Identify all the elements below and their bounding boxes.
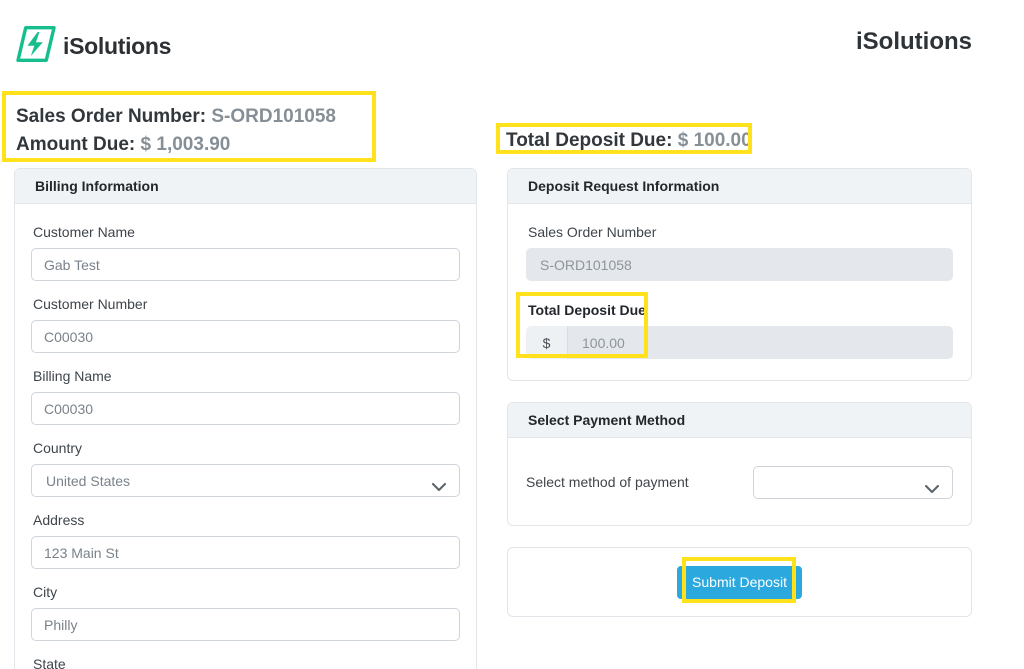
billing-name-label: Billing Name	[33, 368, 112, 384]
payment-method-select[interactable]	[753, 465, 953, 499]
total-deposit-value: $ 100.00	[677, 130, 752, 151]
submit-deposit-button[interactable]: Submit Deposit	[677, 565, 802, 599]
state-label: State	[33, 656, 66, 669]
billing-name-input[interactable]	[31, 392, 460, 425]
billing-card-body: Customer Name Customer Number Billing Na…	[15, 204, 476, 669]
deposit-sales-order-input: S-ORD101058	[526, 248, 953, 281]
customer-name-input[interactable]	[31, 248, 460, 281]
amount-due-label: Amount Due:	[16, 134, 136, 155]
brand-logo: iSolutions	[16, 26, 171, 67]
page-title: iSolutions	[856, 28, 972, 55]
lightning-bolt-icon	[16, 26, 56, 67]
sales-order-label: Sales Order Number:	[16, 106, 207, 127]
deposit-card-header: Deposit Request Information	[508, 169, 971, 204]
amount-due-value: $ 1,003.90	[140, 134, 231, 155]
billing-name-field: Billing Name	[31, 368, 460, 425]
deposit-sales-order-value: S-ORD101058	[540, 256, 632, 273]
address-field: Address	[31, 512, 460, 569]
country-label: Country	[33, 440, 83, 456]
deposit-total-label: Total Deposit Due	[528, 302, 646, 318]
amount-due-line: Amount Due: $ 1,003.90	[16, 131, 336, 159]
chevron-down-icon	[432, 478, 446, 494]
country-field: Country United States	[31, 440, 460, 497]
customer-number-input[interactable]	[31, 320, 460, 353]
customer-number-field: Customer Number	[31, 296, 460, 353]
country-select-value: United States	[46, 472, 131, 489]
customer-name-label: Customer Name	[33, 224, 135, 240]
submit-card: Submit Deposit	[507, 547, 972, 617]
billing-information-card: Billing Information Customer Name Custom…	[14, 168, 477, 669]
currency-symbol: $	[526, 326, 568, 359]
payment-method-label: Select method of payment	[526, 474, 689, 490]
billing-card-header: Billing Information	[15, 169, 476, 204]
deposit-amount-input: 100.00	[568, 326, 953, 359]
order-summary: Sales Order Number: S-ORD101058 Amount D…	[16, 103, 336, 159]
payment-method-card: Select Payment Method Select method of p…	[507, 402, 972, 526]
customer-name-field: Customer Name	[31, 224, 460, 281]
deposit-request-card: Deposit Request Information Sales Order …	[507, 168, 972, 381]
city-field: City	[31, 584, 460, 641]
country-select[interactable]: United States	[31, 464, 460, 497]
chevron-down-icon	[925, 480, 939, 496]
deposit-sales-order-label: Sales Order Number	[528, 224, 657, 240]
payment-card-body: Select method of payment	[508, 438, 971, 526]
top-bar: iSolutions iSolutions	[0, 0, 1024, 70]
address-input[interactable]	[31, 536, 460, 569]
state-field: State	[31, 656, 460, 669]
address-label: Address	[33, 512, 85, 528]
city-input[interactable]	[31, 608, 460, 641]
right-column: Deposit Request Information Sales Order …	[507, 168, 972, 617]
sales-order-line: Sales Order Number: S-ORD101058	[16, 103, 336, 131]
total-deposit-label: Total Deposit Due:	[506, 130, 673, 151]
sales-order-value: S-ORD101058	[211, 106, 336, 127]
customer-number-label: Customer Number	[33, 296, 148, 312]
city-label: City	[33, 584, 58, 600]
deposit-amount-group: $ 100.00	[526, 326, 953, 359]
total-deposit-summary: Total Deposit Due: $ 100.00	[506, 129, 752, 153]
deposit-card-body: Sales Order Number S-ORD101058 Total Dep…	[508, 204, 971, 359]
payment-card-header: Select Payment Method	[508, 403, 971, 438]
brand-logo-text: iSolutions	[63, 33, 172, 59]
